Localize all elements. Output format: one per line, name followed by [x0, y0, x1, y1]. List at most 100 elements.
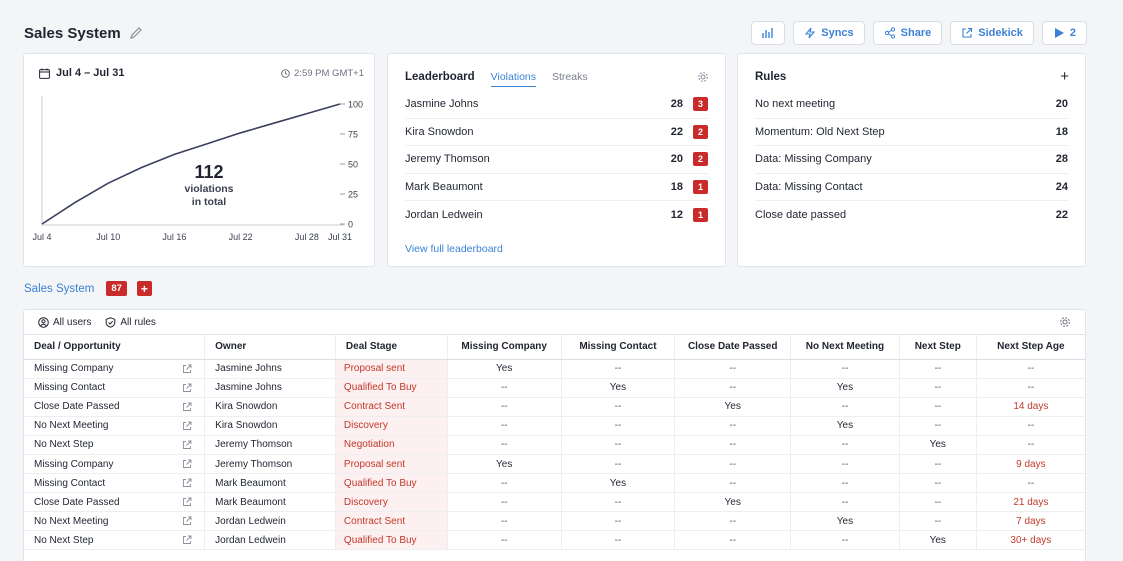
rule-name: Momentum: Old Next Step [755, 125, 885, 138]
user-icon [38, 316, 49, 328]
gear-icon[interactable] [697, 71, 709, 83]
leaderboard-header: Leaderboard Violations Streaks [405, 66, 709, 88]
external-link-icon[interactable] [182, 516, 192, 526]
leaderboard-row[interactable]: Jeremy Thomson 20 2 [405, 146, 708, 174]
table-settings-gear-icon[interactable] [1059, 316, 1071, 328]
external-link-icon[interactable] [182, 478, 192, 488]
y-tick-label: 0 [348, 220, 353, 230]
rule-row[interactable]: Momentum: Old Next Step 18 [755, 119, 1068, 146]
tab-streaks[interactable]: Streaks [552, 71, 588, 83]
play-button[interactable]: 2 [1041, 21, 1087, 45]
share-label: Share [900, 27, 932, 39]
table-row[interactable]: No Next Meeting Kira Snowdon Discovery -- --… [24, 416, 1085, 436]
syncs-button[interactable]: Syncs [793, 21, 865, 45]
flag-cell: -- [976, 359, 1085, 379]
table-row[interactable]: Missing Company Jeremy Thomson Proposal se… [24, 454, 1085, 475]
rule-row[interactable]: Data: Missing Company 28 [755, 146, 1068, 174]
top-bar: Sales System Syncs Share Sidekick 2 [24, 20, 1087, 46]
table-filters: All users All rules [24, 310, 1085, 335]
column-header[interactable]: Deal Stage [335, 335, 448, 360]
column-header[interactable]: Next Step [899, 335, 977, 360]
flag-cell: -- [447, 473, 562, 494]
external-link-icon [962, 27, 973, 38]
table-row[interactable]: Missing Contact Jasmine Johns Qualified To… [24, 378, 1085, 398]
total-label-line1: violations [184, 183, 234, 195]
external-link-icon[interactable] [182, 402, 192, 412]
x-tick-label: Jul 16 [162, 232, 186, 242]
table-row[interactable]: Missing Contact Mark Beaumont Qualified To… [24, 473, 1085, 494]
deal-stage-cell: Discovery [335, 416, 448, 436]
flag-cell: Yes [561, 473, 676, 494]
flag-cell: -- [899, 511, 977, 532]
tab-violations[interactable]: Violations [490, 68, 537, 87]
table-row[interactable]: Missing Company Jasmine Johns Proposal sen… [24, 359, 1085, 379]
deal-cell: No Next Meeting [24, 416, 206, 436]
column-header[interactable]: Close Date Passed [674, 335, 792, 360]
flag-cell: -- [447, 511, 562, 532]
share-icon [884, 27, 895, 39]
table-row[interactable]: Close Date Passed Mark Beaumont Discovery -… [24, 492, 1085, 513]
sidekick-button[interactable]: Sidekick [950, 21, 1034, 45]
filter-all-rules[interactable]: All rules [105, 317, 156, 328]
external-link-icon[interactable] [182, 440, 192, 450]
rule-name: Data: Missing Company [755, 153, 872, 166]
filter-all-users[interactable]: All users [38, 317, 91, 328]
external-link-icon[interactable] [182, 497, 192, 507]
table-row[interactable]: Close Date Passed Kira Snowdon Contract Se… [24, 397, 1085, 417]
add-button[interactable]: + [136, 281, 152, 296]
rule-row[interactable]: Data: Missing Contact 24 [755, 174, 1068, 201]
column-header[interactable]: Deal / Opportunity [24, 335, 206, 360]
section-link-sales-system[interactable]: Sales System [24, 282, 95, 295]
column-header[interactable]: Missing Company [447, 335, 562, 360]
deal-cell: Close Date Passed [24, 492, 206, 513]
stats-button[interactable] [751, 21, 786, 45]
owner-cell: Jeremy Thomson [204, 435, 336, 455]
external-link-icon[interactable] [182, 364, 192, 374]
timestamp-label: 2:59 PM GMT+1 [294, 68, 364, 79]
owner-cell: Mark Beaumont [204, 492, 336, 513]
timestamp: 2:59 PM GMT+1 [281, 68, 364, 79]
deal-cell: No Next Step [24, 530, 206, 551]
external-link-icon[interactable] [182, 421, 192, 431]
view-full-leaderboard-link[interactable]: View full leaderboard [405, 243, 503, 255]
table-row[interactable]: No Next Meeting Jordan Ledwein Contract Se… [24, 511, 1085, 532]
external-link-icon[interactable] [182, 383, 192, 393]
rule-count: 22 [1055, 208, 1068, 221]
flag-cell: -- [976, 378, 1085, 398]
leaderboard-row[interactable]: Kira Snowdon 22 2 [405, 119, 708, 146]
date-range-picker[interactable]: Jul 4 – Jul 31 [39, 67, 124, 79]
external-link-icon[interactable] [182, 535, 192, 545]
leaderboard-value: 18 [670, 180, 683, 193]
rules-card: Rules + No next meeting 20 Momentum: Old N… [737, 53, 1086, 267]
column-header[interactable]: Owner [204, 335, 336, 360]
leaderboard-row[interactable]: Jasmine Johns 28 3 [405, 91, 708, 119]
external-link-icon[interactable] [182, 459, 192, 469]
add-rule-button[interactable]: + [1060, 68, 1069, 85]
column-header[interactable]: No Next Meeting [790, 335, 900, 360]
flag-cell: -- [561, 397, 676, 417]
rule-row[interactable]: Close date passed 22 [755, 201, 1068, 229]
leaderboard-value: 28 [670, 98, 683, 111]
flag-cell: -- [561, 511, 676, 532]
share-button[interactable]: Share [872, 21, 943, 45]
leaderboard-row[interactable]: Mark Beaumont 18 1 [405, 174, 708, 201]
rule-row[interactable]: No next meeting 20 [755, 91, 1068, 119]
flag-cell: -- [899, 492, 977, 513]
flag-cell: -- [899, 378, 977, 398]
violations-chart-card: Jul 4 – Jul 31 2:59 PM GMT+1 100 75 50 25 0 J… [23, 53, 375, 267]
owner-cell: Jordan Ledwein [204, 511, 336, 532]
column-header[interactable]: Missing Contact [561, 335, 676, 360]
flag-cell: -- [790, 492, 900, 513]
deal-stage-cell: Proposal sent [335, 359, 448, 379]
play-icon [1054, 28, 1064, 38]
table-row[interactable]: No Next Step Jordan Ledwein Qualified To B… [24, 530, 1085, 551]
clock-icon [281, 69, 290, 78]
column-header[interactable]: Next Step Age [976, 335, 1085, 360]
leaderboard-row[interactable]: Jordan Ledwein 12 1 [405, 201, 708, 229]
violations-series-line [41, 103, 341, 225]
pencil-icon[interactable] [129, 26, 143, 40]
table-row[interactable]: No Next Step Jeremy Thomson Negotiation -- -… [24, 435, 1085, 455]
flag-cell: -- [561, 435, 676, 455]
rule-count: 28 [1055, 153, 1068, 166]
owner-cell: Kira Snowdon [204, 397, 336, 417]
